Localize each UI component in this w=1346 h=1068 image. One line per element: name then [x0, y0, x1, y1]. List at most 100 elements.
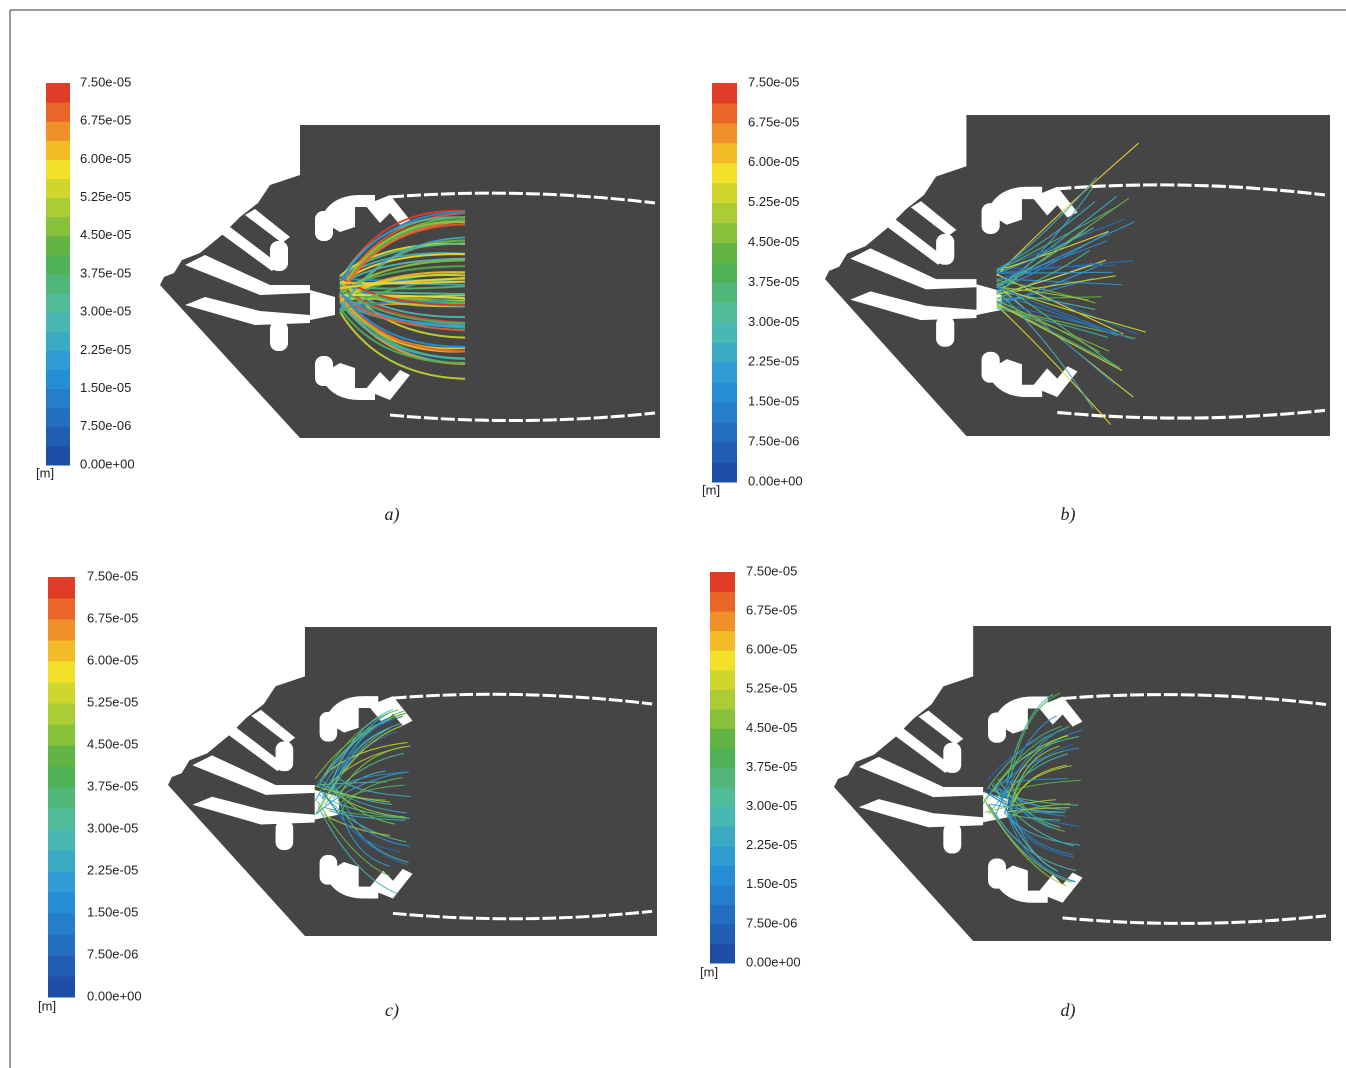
colorbar-label: 7.50e-05 — [746, 563, 797, 578]
colorbar-band — [710, 807, 735, 827]
colorbar-band — [710, 865, 735, 885]
colorbar-band — [48, 682, 75, 704]
colorbar-band — [48, 913, 75, 935]
colorbar-band — [710, 924, 735, 944]
colorbar-label: 6.00e-05 — [748, 154, 799, 169]
colorbar-label: 5.25e-05 — [87, 694, 138, 709]
colorbar-label: 6.75e-05 — [746, 603, 797, 618]
panel: 7.50e-056.75e-056.00e-055.25e-054.50e-05… — [700, 563, 1331, 1021]
colorbar-label: 4.50e-05 — [87, 736, 138, 751]
colorbar-label: 1.50e-05 — [746, 876, 797, 891]
colorbar-label: 6.75e-05 — [80, 113, 131, 128]
colorbar-label: 7.50e-06 — [746, 915, 797, 930]
colorbar-label: 5.25e-05 — [80, 189, 131, 204]
colorbar-label: 4.50e-05 — [748, 234, 799, 249]
colorbar-band — [46, 427, 70, 447]
colorbar-band — [48, 766, 75, 788]
colorbar-band — [46, 331, 70, 351]
colorbar-band — [712, 283, 737, 303]
panel: 7.50e-056.75e-056.00e-055.25e-054.50e-05… — [38, 568, 657, 1021]
colorbar-label: 3.00e-05 — [80, 304, 131, 319]
colorbar-band — [48, 703, 75, 725]
colorbar-band — [48, 934, 75, 956]
colorbar-band — [46, 179, 70, 199]
colorbar-label: 3.75e-05 — [87, 778, 138, 793]
panel: 7.50e-056.75e-056.00e-055.25e-054.50e-05… — [36, 74, 660, 525]
colorbar-band — [48, 661, 75, 683]
colorbar-label: 3.75e-05 — [748, 274, 799, 289]
colorbar-band — [48, 619, 75, 641]
colorbar-band — [46, 102, 70, 122]
colorbar-band — [710, 728, 735, 748]
colorbar-label: 7.50e-05 — [87, 568, 138, 583]
colorbar-band — [710, 689, 735, 709]
colorbar-band — [712, 462, 737, 482]
colorbar-band — [46, 198, 70, 218]
colorbar-label: 7.50e-06 — [80, 418, 131, 433]
colorbar-band — [710, 650, 735, 670]
colorbar-band — [712, 223, 737, 243]
colorbar-band — [46, 312, 70, 332]
colorbar-band — [48, 724, 75, 746]
colorbar-label: 2.25e-05 — [87, 862, 138, 877]
colorbar-band — [48, 640, 75, 662]
colorbar-band — [46, 350, 70, 370]
colorbar-label: 3.00e-05 — [748, 314, 799, 329]
colorbar-band — [48, 976, 75, 998]
colorbar-band — [46, 389, 70, 409]
colorbar-band — [48, 892, 75, 914]
colorbar-band — [48, 787, 75, 809]
combustor-geometry — [834, 626, 1331, 941]
swirler — [943, 743, 961, 773]
colorbar-label: 2.25e-05 — [80, 342, 131, 357]
colorbar-label: 6.00e-05 — [80, 151, 131, 166]
colorbar-label: 7.50e-06 — [748, 434, 799, 449]
colorbar-label: 0.00e+00 — [746, 954, 801, 969]
colorbar-band — [48, 955, 75, 977]
colorbar-band — [48, 808, 75, 830]
colorbar-label: 6.00e-05 — [746, 642, 797, 657]
caption: c) — [385, 1000, 399, 1021]
colorbar-band — [710, 826, 735, 846]
caption: d) — [1061, 1000, 1076, 1021]
colorbar-band — [46, 274, 70, 294]
colorbar-band — [712, 382, 737, 402]
colorbar-band — [48, 850, 75, 872]
colorbar-unit: [m] — [38, 998, 56, 1013]
colorbar-band — [712, 123, 737, 143]
colorbar-label: 3.00e-05 — [87, 820, 138, 835]
swirler — [276, 742, 294, 772]
colorbar-label: 0.00e+00 — [87, 988, 142, 1003]
colorbar-band — [46, 217, 70, 237]
colorbar-band — [712, 143, 737, 163]
colorbar-band — [712, 402, 737, 422]
colorbar-band — [710, 904, 735, 924]
colorbar-band — [710, 592, 735, 612]
colorbar-band — [46, 121, 70, 141]
colorbar-band — [48, 871, 75, 893]
caption: a) — [385, 504, 400, 525]
colorbar-label: 3.00e-05 — [746, 798, 797, 813]
colorbar-band — [710, 768, 735, 788]
colorbar-band — [712, 103, 737, 123]
colorbar-band — [712, 203, 737, 223]
colorbar-label: 6.75e-05 — [748, 114, 799, 129]
colorbar-label: 4.50e-05 — [80, 227, 131, 242]
colorbar-band — [710, 709, 735, 729]
colorbar-band — [712, 422, 737, 442]
colorbar-band — [712, 163, 737, 183]
colorbar-band — [710, 885, 735, 905]
colorbar-band — [48, 829, 75, 851]
swirler — [276, 820, 294, 850]
colorbar-label: 0.00e+00 — [80, 456, 135, 471]
figure: 7.50e-05 6.75e-05 6.00e-05 5.25e-05 4.50e-05… — [0, 0, 1346, 1068]
colorbar-label: 4.50e-05 — [746, 720, 797, 735]
colorbar-band — [710, 631, 735, 651]
combustor-geometry — [160, 125, 660, 438]
colorbar-band — [712, 263, 737, 283]
colorbar-band — [48, 577, 75, 599]
swirler — [936, 316, 954, 347]
colorbar-band — [46, 140, 70, 160]
colorbar-label: 7.50e-06 — [87, 946, 138, 961]
colorbar-band — [46, 83, 70, 103]
